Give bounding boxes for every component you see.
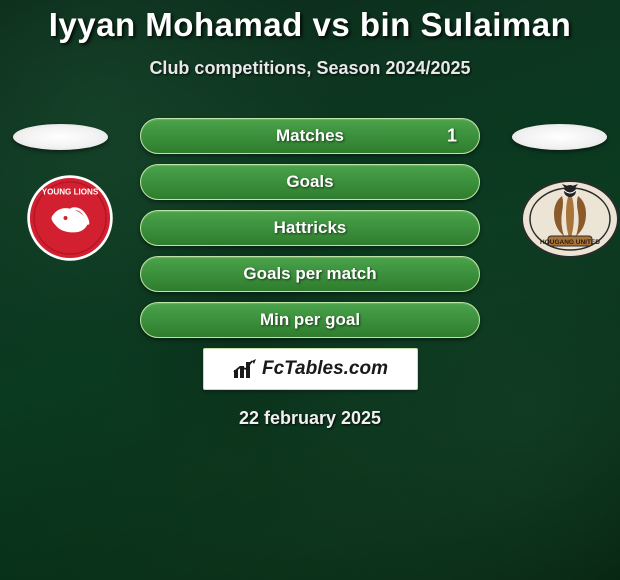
stat-label: Hattricks: [274, 218, 347, 238]
content-area: Iyyan Mohamad vs bin Sulaiman Club compe…: [0, 0, 620, 79]
stat-label: Goals: [286, 172, 333, 192]
svg-text:HOUGANG UNITED: HOUGANG UNITED: [540, 239, 600, 246]
stat-row-matches: Matches 1: [140, 118, 480, 154]
stat-value-right: 1: [447, 126, 457, 147]
bars-icon: [232, 358, 258, 380]
player-marker-left: [13, 124, 108, 150]
stat-row-goals: Goals: [140, 164, 480, 200]
young-lions-crest-icon: YOUNG LIONS: [21, 173, 119, 263]
brand-box: FcTables.com: [203, 348, 418, 390]
comparison-area: YOUNG LIONS HOUGANG UNITED: [0, 118, 620, 429]
brand-text: FcTables.com: [262, 358, 388, 380]
page-title: Iyyan Mohamad vs bin Sulaiman: [0, 6, 620, 44]
stat-rows: Matches 1 Goals Hattricks Goals per matc…: [140, 118, 480, 338]
stat-label: Matches: [276, 126, 344, 146]
stat-row-hattricks: Hattricks: [140, 210, 480, 246]
hougang-crest-icon: HOUGANG UNITED: [520, 174, 620, 262]
stat-row-min-per-goal: Min per goal: [140, 302, 480, 338]
stat-row-goals-per-match: Goals per match: [140, 256, 480, 292]
subtitle: Club competitions, Season 2024/2025: [0, 58, 620, 79]
stat-label: Goals per match: [243, 264, 376, 284]
club-crest-left: YOUNG LIONS: [20, 173, 120, 263]
svg-text:YOUNG LIONS: YOUNG LIONS: [42, 188, 99, 197]
club-crest-right: HOUGANG UNITED: [520, 173, 620, 263]
stat-label: Min per goal: [260, 310, 360, 330]
player-marker-right: [512, 124, 607, 150]
date-text: 22 february 2025: [0, 408, 620, 429]
